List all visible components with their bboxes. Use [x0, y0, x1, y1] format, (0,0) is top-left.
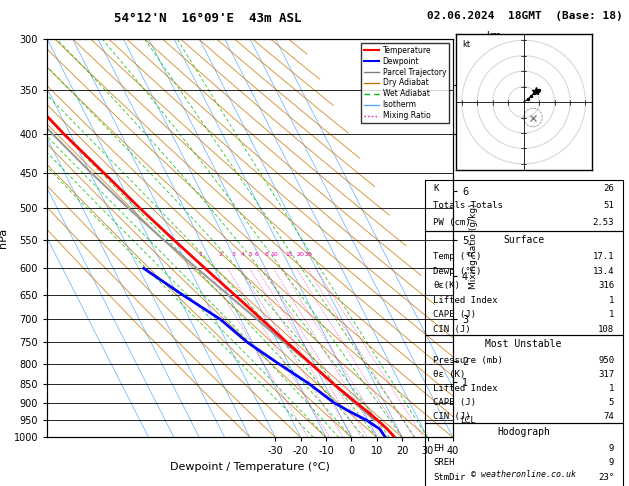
Text: Surface: Surface: [503, 235, 544, 244]
Text: Hodograph: Hodograph: [497, 427, 550, 436]
Text: Dewp (°C): Dewp (°C): [433, 266, 481, 276]
Text: Pressure (mb): Pressure (mb): [433, 356, 503, 365]
Text: 9: 9: [609, 444, 615, 453]
Text: 20: 20: [296, 252, 304, 257]
Text: 26: 26: [603, 184, 615, 193]
Text: kt: kt: [462, 40, 470, 49]
Text: 23°: 23°: [598, 473, 615, 482]
Text: EH: EH: [433, 444, 444, 453]
Text: Temp (°C): Temp (°C): [433, 252, 481, 261]
Text: Totals Totals: Totals Totals: [433, 201, 503, 210]
Text: θε (K): θε (K): [433, 370, 465, 379]
Text: 10: 10: [270, 252, 278, 257]
Text: 4: 4: [241, 252, 245, 257]
Text: CIN (J): CIN (J): [433, 325, 470, 333]
Text: 1: 1: [609, 295, 615, 305]
Text: 3: 3: [231, 252, 235, 257]
Text: 54°12'N  16°09'E  43m ASL: 54°12'N 16°09'E 43m ASL: [114, 12, 301, 25]
Text: 108: 108: [598, 325, 615, 333]
Legend: Temperature, Dewpoint, Parcel Trajectory, Dry Adiabat, Wet Adiabat, Isotherm, Mi: Temperature, Dewpoint, Parcel Trajectory…: [361, 43, 449, 123]
Text: CAPE (J): CAPE (J): [433, 310, 476, 319]
Text: Mixing Ratio (g/kg): Mixing Ratio (g/kg): [469, 203, 477, 289]
Text: 2.53: 2.53: [593, 218, 615, 227]
Text: 51: 51: [603, 201, 615, 210]
Text: Most Unstable: Most Unstable: [486, 339, 562, 349]
Text: 6: 6: [254, 252, 259, 257]
Text: Lifted Index: Lifted Index: [433, 384, 498, 393]
Text: 8: 8: [264, 252, 268, 257]
Y-axis label: hPa: hPa: [0, 228, 8, 248]
Text: PW (cm): PW (cm): [433, 218, 470, 227]
Text: 2: 2: [219, 252, 223, 257]
Text: 9: 9: [609, 458, 615, 468]
Text: SREH: SREH: [433, 458, 455, 468]
Text: 1: 1: [609, 310, 615, 319]
Text: 74: 74: [603, 412, 615, 421]
Text: 317: 317: [598, 370, 615, 379]
Y-axis label: km
ASL: km ASL: [484, 31, 503, 52]
Text: 02.06.2024  18GMT  (Base: 18): 02.06.2024 18GMT (Base: 18): [427, 11, 623, 21]
Text: 13.4: 13.4: [593, 266, 615, 276]
Text: 5: 5: [248, 252, 252, 257]
Text: 1: 1: [609, 384, 615, 393]
Text: 1: 1: [198, 252, 202, 257]
X-axis label: Dewpoint / Temperature (°C): Dewpoint / Temperature (°C): [170, 462, 330, 472]
Text: CIN (J): CIN (J): [433, 412, 470, 421]
Text: 15: 15: [285, 252, 293, 257]
Text: LCL: LCL: [460, 416, 475, 425]
Text: 17.1: 17.1: [593, 252, 615, 261]
Text: θε(K): θε(K): [433, 281, 460, 290]
Text: 5: 5: [609, 399, 615, 407]
Text: 950: 950: [598, 356, 615, 365]
Text: CAPE (J): CAPE (J): [433, 399, 476, 407]
Text: StmDir: StmDir: [433, 473, 465, 482]
Text: Lifted Index: Lifted Index: [433, 295, 498, 305]
Text: © weatheronline.co.uk: © weatheronline.co.uk: [471, 469, 576, 479]
Text: 25: 25: [304, 252, 313, 257]
Text: 316: 316: [598, 281, 615, 290]
Text: K: K: [433, 184, 438, 193]
